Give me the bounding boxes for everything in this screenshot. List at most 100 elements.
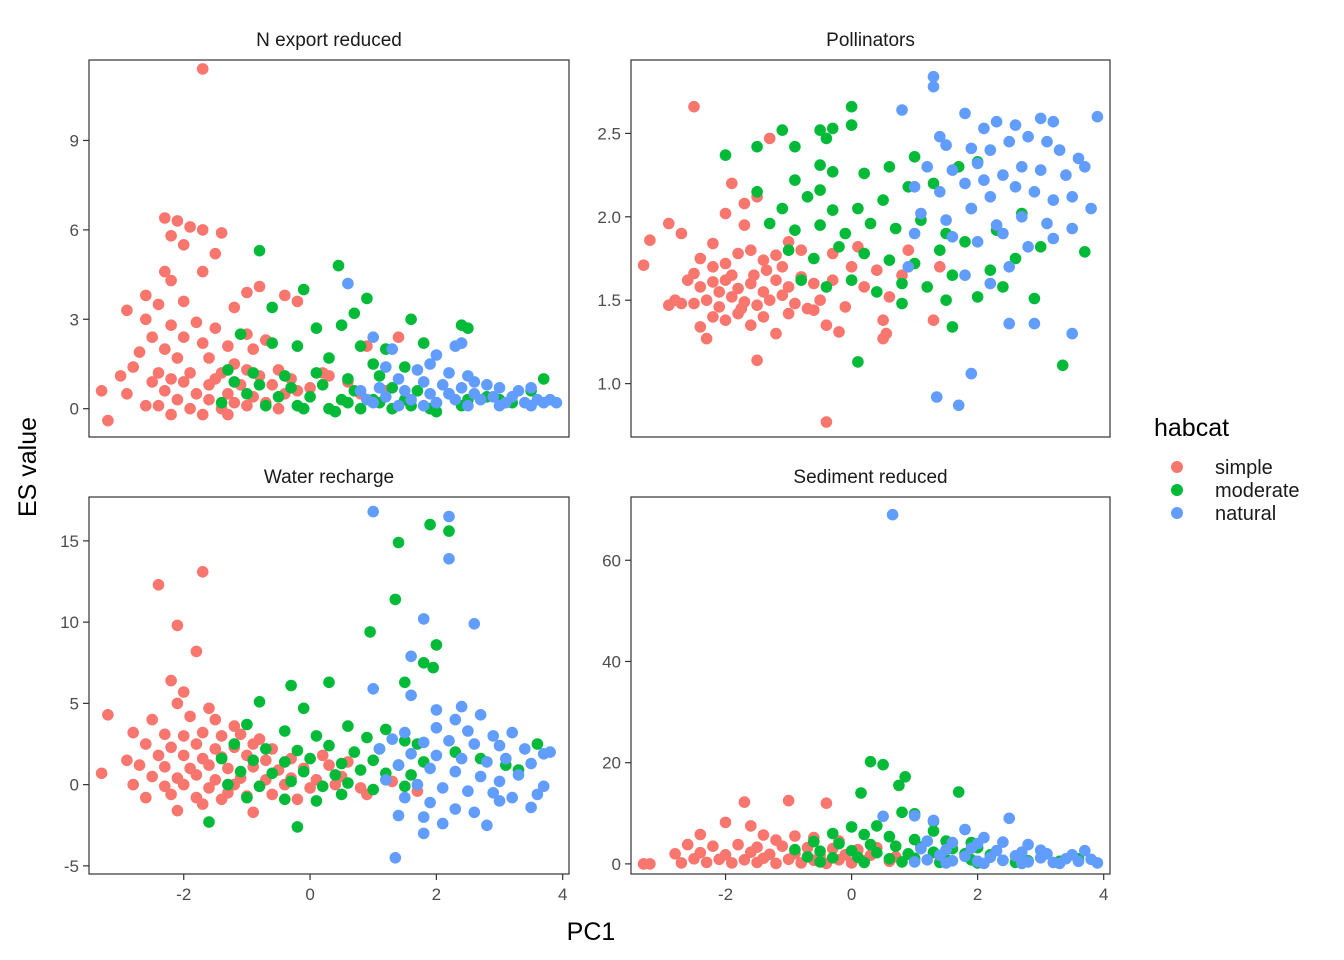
data-point [814, 184, 826, 196]
data-point [95, 767, 108, 780]
data-point [757, 311, 770, 323]
data-point [789, 843, 801, 856]
data-point [443, 510, 455, 523]
data-point [760, 264, 773, 277]
data-point [285, 679, 297, 692]
data-point [839, 301, 852, 313]
data-point [260, 754, 272, 767]
data-point [1016, 161, 1028, 173]
y-tick-label: 1.5 [597, 291, 621, 310]
data-point [978, 122, 990, 135]
data-point [544, 393, 556, 406]
data-point [814, 294, 826, 307]
data-point [984, 264, 997, 277]
data-point [196, 408, 209, 421]
data-point [883, 254, 896, 266]
data-point [399, 726, 411, 739]
data-point [512, 769, 525, 781]
data-point [990, 115, 1003, 128]
data-point [165, 230, 177, 242]
data-point [316, 749, 329, 762]
data-point [449, 803, 462, 815]
data-point [927, 825, 940, 837]
data-point [959, 269, 971, 282]
data-point [121, 304, 133, 317]
data-point [1047, 115, 1060, 128]
data-point [871, 846, 883, 859]
data-point [1056, 359, 1069, 372]
data-point [392, 399, 405, 412]
data-point [380, 774, 392, 786]
data-point [795, 274, 807, 287]
data-point [864, 838, 877, 851]
data-point [140, 289, 152, 302]
data-point [304, 391, 316, 403]
data-point [247, 367, 259, 379]
data-point [234, 328, 247, 341]
data-point [291, 744, 304, 757]
data-point [826, 852, 839, 864]
data-point [474, 770, 487, 783]
data-point [203, 352, 215, 364]
y-tick-label: 60 [602, 551, 621, 570]
data-point [927, 70, 940, 83]
data-point [228, 376, 241, 388]
data-point [814, 124, 826, 136]
data-point [392, 331, 405, 344]
data-point [751, 856, 763, 869]
data-point [449, 393, 462, 406]
data-point [133, 346, 146, 358]
data-point [335, 757, 348, 770]
data-point [417, 811, 430, 823]
data-point [833, 326, 845, 338]
data-point [266, 301, 279, 314]
data-point [449, 765, 462, 778]
data-point [234, 765, 247, 778]
data-point [329, 778, 342, 791]
data-point [424, 388, 436, 400]
data-point [373, 370, 386, 382]
data-point [177, 376, 190, 388]
data-point [411, 385, 424, 397]
data-point [757, 829, 770, 841]
data-point [417, 399, 430, 412]
data-point [455, 337, 468, 349]
data-point [297, 702, 310, 715]
data-point [1003, 261, 1015, 273]
data-point [253, 696, 266, 708]
data-point [858, 281, 870, 293]
data-point [430, 349, 443, 361]
data-point [196, 337, 209, 349]
data-point [222, 787, 234, 799]
data-point [1072, 152, 1085, 165]
data-point [971, 157, 984, 170]
data-point [152, 749, 165, 762]
data-point [253, 379, 266, 391]
data-point [889, 840, 902, 852]
data-point [152, 399, 165, 412]
data-point [997, 836, 1009, 848]
data-point [133, 759, 146, 771]
data-point [726, 177, 738, 190]
data-point [171, 697, 184, 710]
data-point [171, 619, 184, 632]
data-point [190, 388, 203, 400]
data-point [776, 840, 789, 852]
data-point [934, 849, 946, 862]
data-point [883, 161, 896, 173]
data-point [411, 364, 424, 376]
data-point [159, 212, 171, 224]
data-point [525, 801, 537, 814]
data-point [877, 314, 889, 327]
data-point [184, 221, 196, 233]
data-point [700, 856, 713, 869]
y-tick-label: 5 [70, 694, 79, 713]
data-point [266, 767, 279, 780]
data-point [726, 269, 738, 282]
data-point [266, 379, 279, 391]
data-point [1066, 222, 1078, 235]
data-point [902, 244, 915, 256]
data-point [140, 313, 152, 326]
data-point [940, 139, 952, 151]
data-point [719, 816, 732, 829]
